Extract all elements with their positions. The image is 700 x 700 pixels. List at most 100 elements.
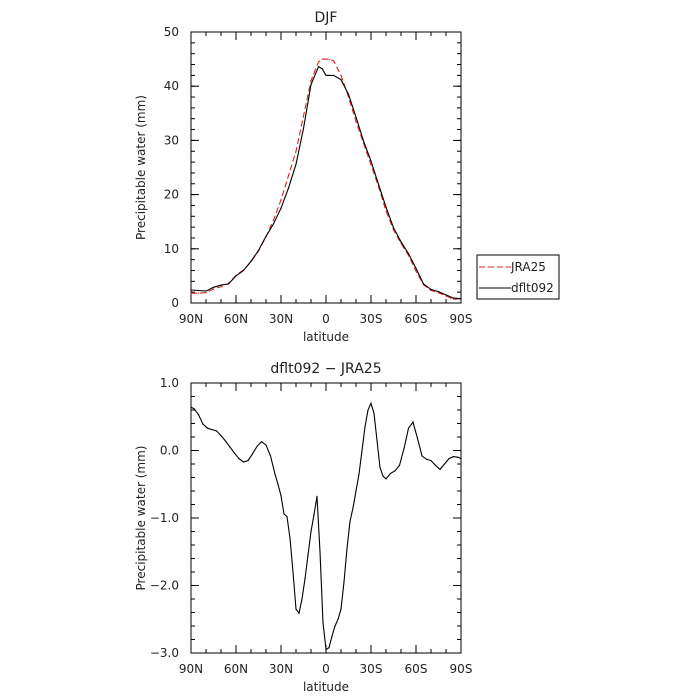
data-point — [257, 249, 260, 252]
legend-box — [476, 254, 560, 300]
data-point — [434, 464, 437, 466]
y-axis-label-1: Precipitable water (mm) — [134, 446, 148, 591]
data-point — [416, 437, 419, 439]
data-point — [280, 199, 282, 201]
data-point — [272, 223, 275, 225]
data-point — [295, 150, 297, 152]
data-point — [352, 507, 354, 509]
data-point — [205, 290, 207, 292]
data-point — [212, 286, 215, 288]
data-point — [190, 406, 192, 408]
x-tick-label: 30S — [360, 312, 383, 326]
data-point — [415, 270, 417, 272]
data-point — [457, 456, 459, 458]
data-point — [280, 207, 282, 209]
data-point — [452, 455, 455, 458]
data-point — [332, 60, 335, 62]
x-tick-label: 0 — [322, 662, 330, 676]
plot-frame-0 — [190, 31, 462, 304]
data-point — [190, 289, 192, 291]
data-point — [425, 458, 428, 460]
data-point — [211, 428, 213, 431]
chart-title-0: DJF — [315, 10, 338, 26]
data-point — [193, 408, 195, 410]
series-line-JRA25 — [191, 58, 462, 300]
y-tick-label: 30 — [164, 133, 179, 147]
data-point — [307, 554, 309, 556]
data-point — [321, 68, 323, 70]
data-point — [215, 430, 218, 432]
data-point — [448, 458, 450, 460]
data-point — [233, 452, 236, 454]
data-point — [392, 227, 395, 229]
data-point — [310, 530, 312, 533]
data-point — [370, 164, 372, 166]
data-point — [337, 618, 339, 620]
data-point — [452, 298, 455, 300]
data-point — [445, 294, 447, 296]
data-point — [205, 292, 207, 294]
y-tick-label: 0 — [171, 296, 179, 310]
data-point — [220, 286, 222, 288]
data-point — [421, 455, 423, 457]
data-point — [430, 460, 432, 462]
data-point — [379, 466, 381, 468]
data-point — [362, 140, 365, 142]
data-point — [373, 412, 375, 414]
y-tick-label: −3.0 — [150, 646, 179, 660]
y-tick-label: 1.0 — [160, 376, 179, 390]
data-point — [286, 516, 288, 518]
data-point — [277, 483, 279, 485]
data-point — [319, 551, 321, 553]
data-point — [197, 289, 200, 292]
data-point — [400, 241, 402, 243]
data-point — [190, 292, 192, 294]
data-point — [235, 275, 237, 277]
data-point — [334, 625, 336, 627]
data-point — [340, 608, 342, 610]
data-point — [445, 295, 447, 297]
data-point — [269, 455, 272, 457]
data-point — [316, 495, 318, 497]
data-point — [412, 421, 414, 423]
data-point — [430, 289, 432, 292]
legend-label: JRA25 — [510, 260, 546, 274]
x-tick-label: 90S — [450, 312, 473, 326]
x-tick-label: 30N — [269, 662, 293, 676]
data-point — [328, 647, 330, 649]
data-point — [238, 458, 240, 460]
data-point — [289, 537, 291, 539]
data-point — [325, 74, 327, 76]
data-point — [407, 427, 410, 429]
series-line-dflt092 — [190, 65, 462, 300]
data-point — [460, 458, 462, 460]
x-axis-label-0: latitude — [303, 330, 349, 344]
data-point — [242, 269, 245, 272]
data-point — [322, 622, 324, 624]
data-point — [265, 235, 267, 237]
data-point — [358, 473, 360, 475]
data-point — [224, 440, 227, 442]
data-point — [392, 229, 395, 231]
data-point — [340, 74, 342, 76]
data-point — [283, 513, 285, 515]
data-point — [274, 473, 276, 475]
data-point — [329, 74, 331, 76]
data-point — [415, 267, 417, 269]
y-tick-label: 40 — [164, 79, 179, 93]
data-point — [340, 79, 342, 81]
y-tick-label: −2.0 — [150, 579, 179, 593]
data-point — [460, 298, 462, 300]
x-tick-label: 60N — [224, 662, 248, 676]
data-point — [325, 649, 327, 651]
data-point — [385, 478, 387, 480]
data-point — [347, 93, 350, 95]
data-point — [250, 260, 252, 262]
data-point — [302, 115, 305, 117]
data-point — [343, 581, 345, 583]
x-tick-label: 90S — [450, 662, 473, 676]
y-tick-label: −1.0 — [150, 511, 179, 525]
x-tick-label: 90N — [179, 662, 203, 676]
